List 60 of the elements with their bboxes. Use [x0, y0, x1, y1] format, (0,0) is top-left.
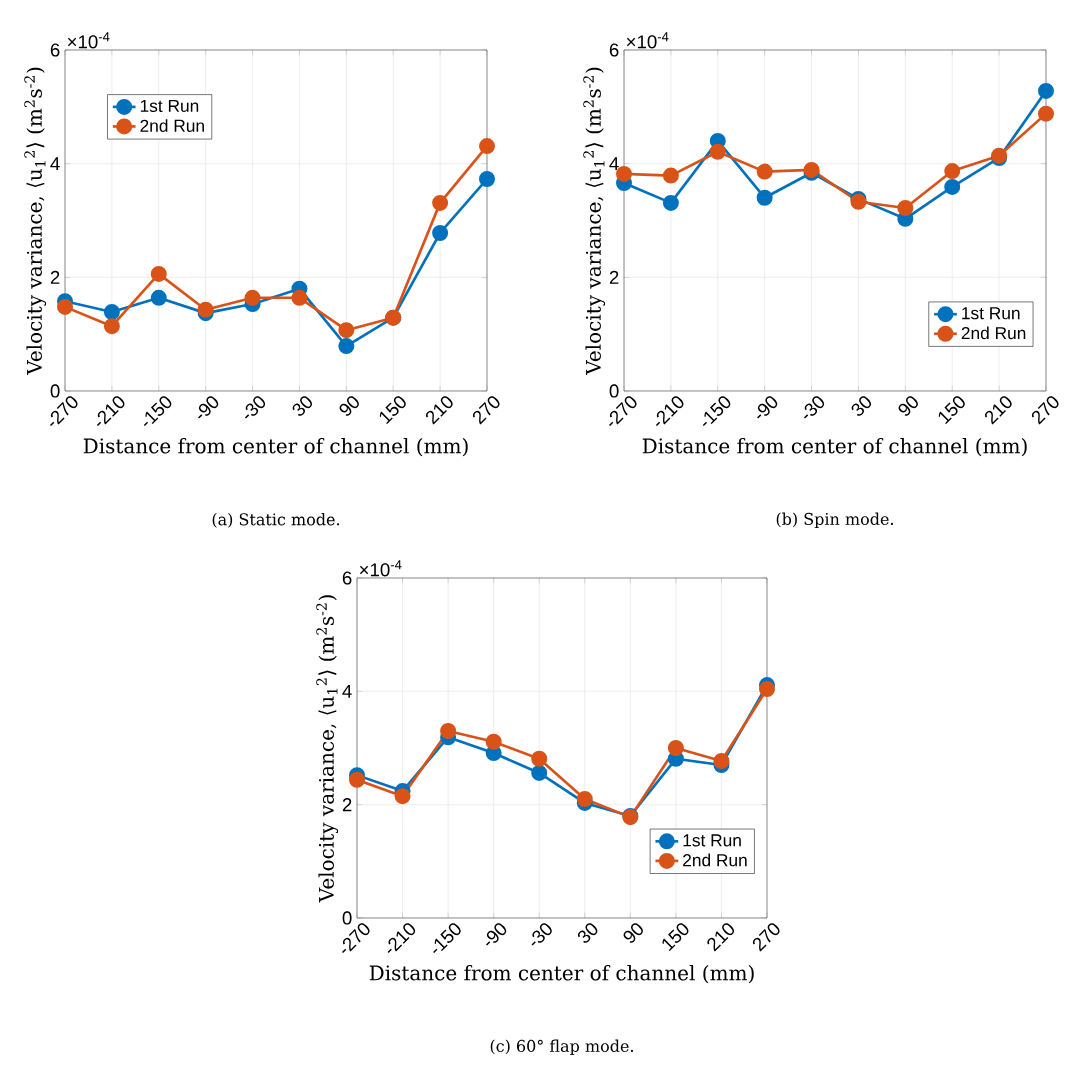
y-tick-label: 2 [342, 798, 352, 812]
x-tick-label: 210 [426, 396, 453, 425]
x-axis-title: Distance from center of channel (mm) [83, 437, 468, 457]
text: ×10$^{-4}$ [67, 32, 110, 49]
legend-label: 2nd Run [140, 119, 204, 132]
y-axis-title: Velocity variance, ⟨u$_{1}$$^{2}$⟩ (m$^{2}$s$^{-2}$) [583, 67, 606, 375]
y-tick-label: 0 [50, 384, 60, 398]
y-tick-label: 4 [609, 157, 619, 171]
x-tick-label: 150 [938, 396, 965, 425]
text: (c) 60° flap mode. [490, 1039, 634, 1056]
text: ×10$^{-4}$ [359, 560, 402, 577]
y-tick-label: 4 [342, 684, 352, 698]
text: ×10$^{-4}$ [626, 32, 669, 49]
x-axis-title: Distance from center of channel (mm) [642, 437, 1027, 457]
x-tick-label: 30 [577, 923, 598, 943]
legend-label: 1st Run [140, 99, 199, 113]
x-tick-label: 150 [662, 923, 689, 952]
text: (a) Static mode. [212, 513, 340, 528]
y-tick-label: 6 [609, 43, 619, 57]
legend-label: 1st Run [962, 307, 1020, 320]
x-tick-label: 270 [1031, 396, 1059, 425]
x-tick-label: -270 [342, 923, 370, 953]
x-tick-label: 90 [898, 396, 918, 416]
y-tick-label: 0 [609, 384, 619, 398]
x-tick-label: -210 [387, 923, 416, 953]
x-tick-label: -150 [143, 396, 172, 426]
legend-label: 1st Run [683, 834, 741, 847]
x-tick-label: -30 [531, 923, 552, 946]
y-tick-label: 6 [50, 43, 60, 57]
x-tick-label: 30 [851, 396, 871, 416]
y-tick-label: 2 [50, 270, 60, 284]
x-tick-label: -210 [96, 396, 125, 426]
y-axis-title: Velocity variance, ⟨u$_{1}$$^{2}$⟩ (m$^{2}$s$^{-2}$) [24, 67, 47, 375]
legend-label: 2nd Run [961, 326, 1026, 340]
x-tick-label: -150 [433, 923, 461, 953]
x-tick-label: 30 [292, 396, 313, 416]
y-tick-label: 4 [50, 157, 60, 171]
x-tick-label: -210 [655, 396, 684, 426]
x-tick-label: 210 [985, 396, 1012, 425]
x-tick-label: 90 [623, 923, 643, 943]
text: (b) Spin mode. [776, 512, 894, 529]
x-axis-title: Distance from center of channel (mm) [369, 964, 754, 984]
legend-label: 2nd Run [683, 853, 747, 867]
x-tick-label: -270 [609, 396, 637, 426]
y-tick-label: 0 [342, 911, 352, 925]
x-tick-label: -150 [702, 396, 731, 426]
y-tick-label: 2 [609, 270, 619, 284]
x-tick-label: -90 [486, 923, 507, 946]
x-tick-label: 270 [752, 923, 780, 952]
x-tick-label: -30 [244, 396, 266, 419]
x-tick-label: 90 [339, 396, 359, 416]
x-tick-label: 150 [379, 396, 406, 425]
y-tick-label: 6 [342, 571, 352, 585]
x-tick-label: -30 [803, 396, 825, 419]
x-tick-label: -90 [198, 396, 219, 419]
x-tick-label: 270 [472, 396, 500, 425]
y-axis-title: Velocity variance, ⟨u$_{1}$$^{2}$⟩ (m$^{2}$s$^{-2}$) [316, 595, 339, 903]
x-tick-label: 210 [707, 923, 734, 952]
x-tick-label: -90 [757, 396, 778, 419]
x-tick-label: -270 [50, 396, 78, 426]
